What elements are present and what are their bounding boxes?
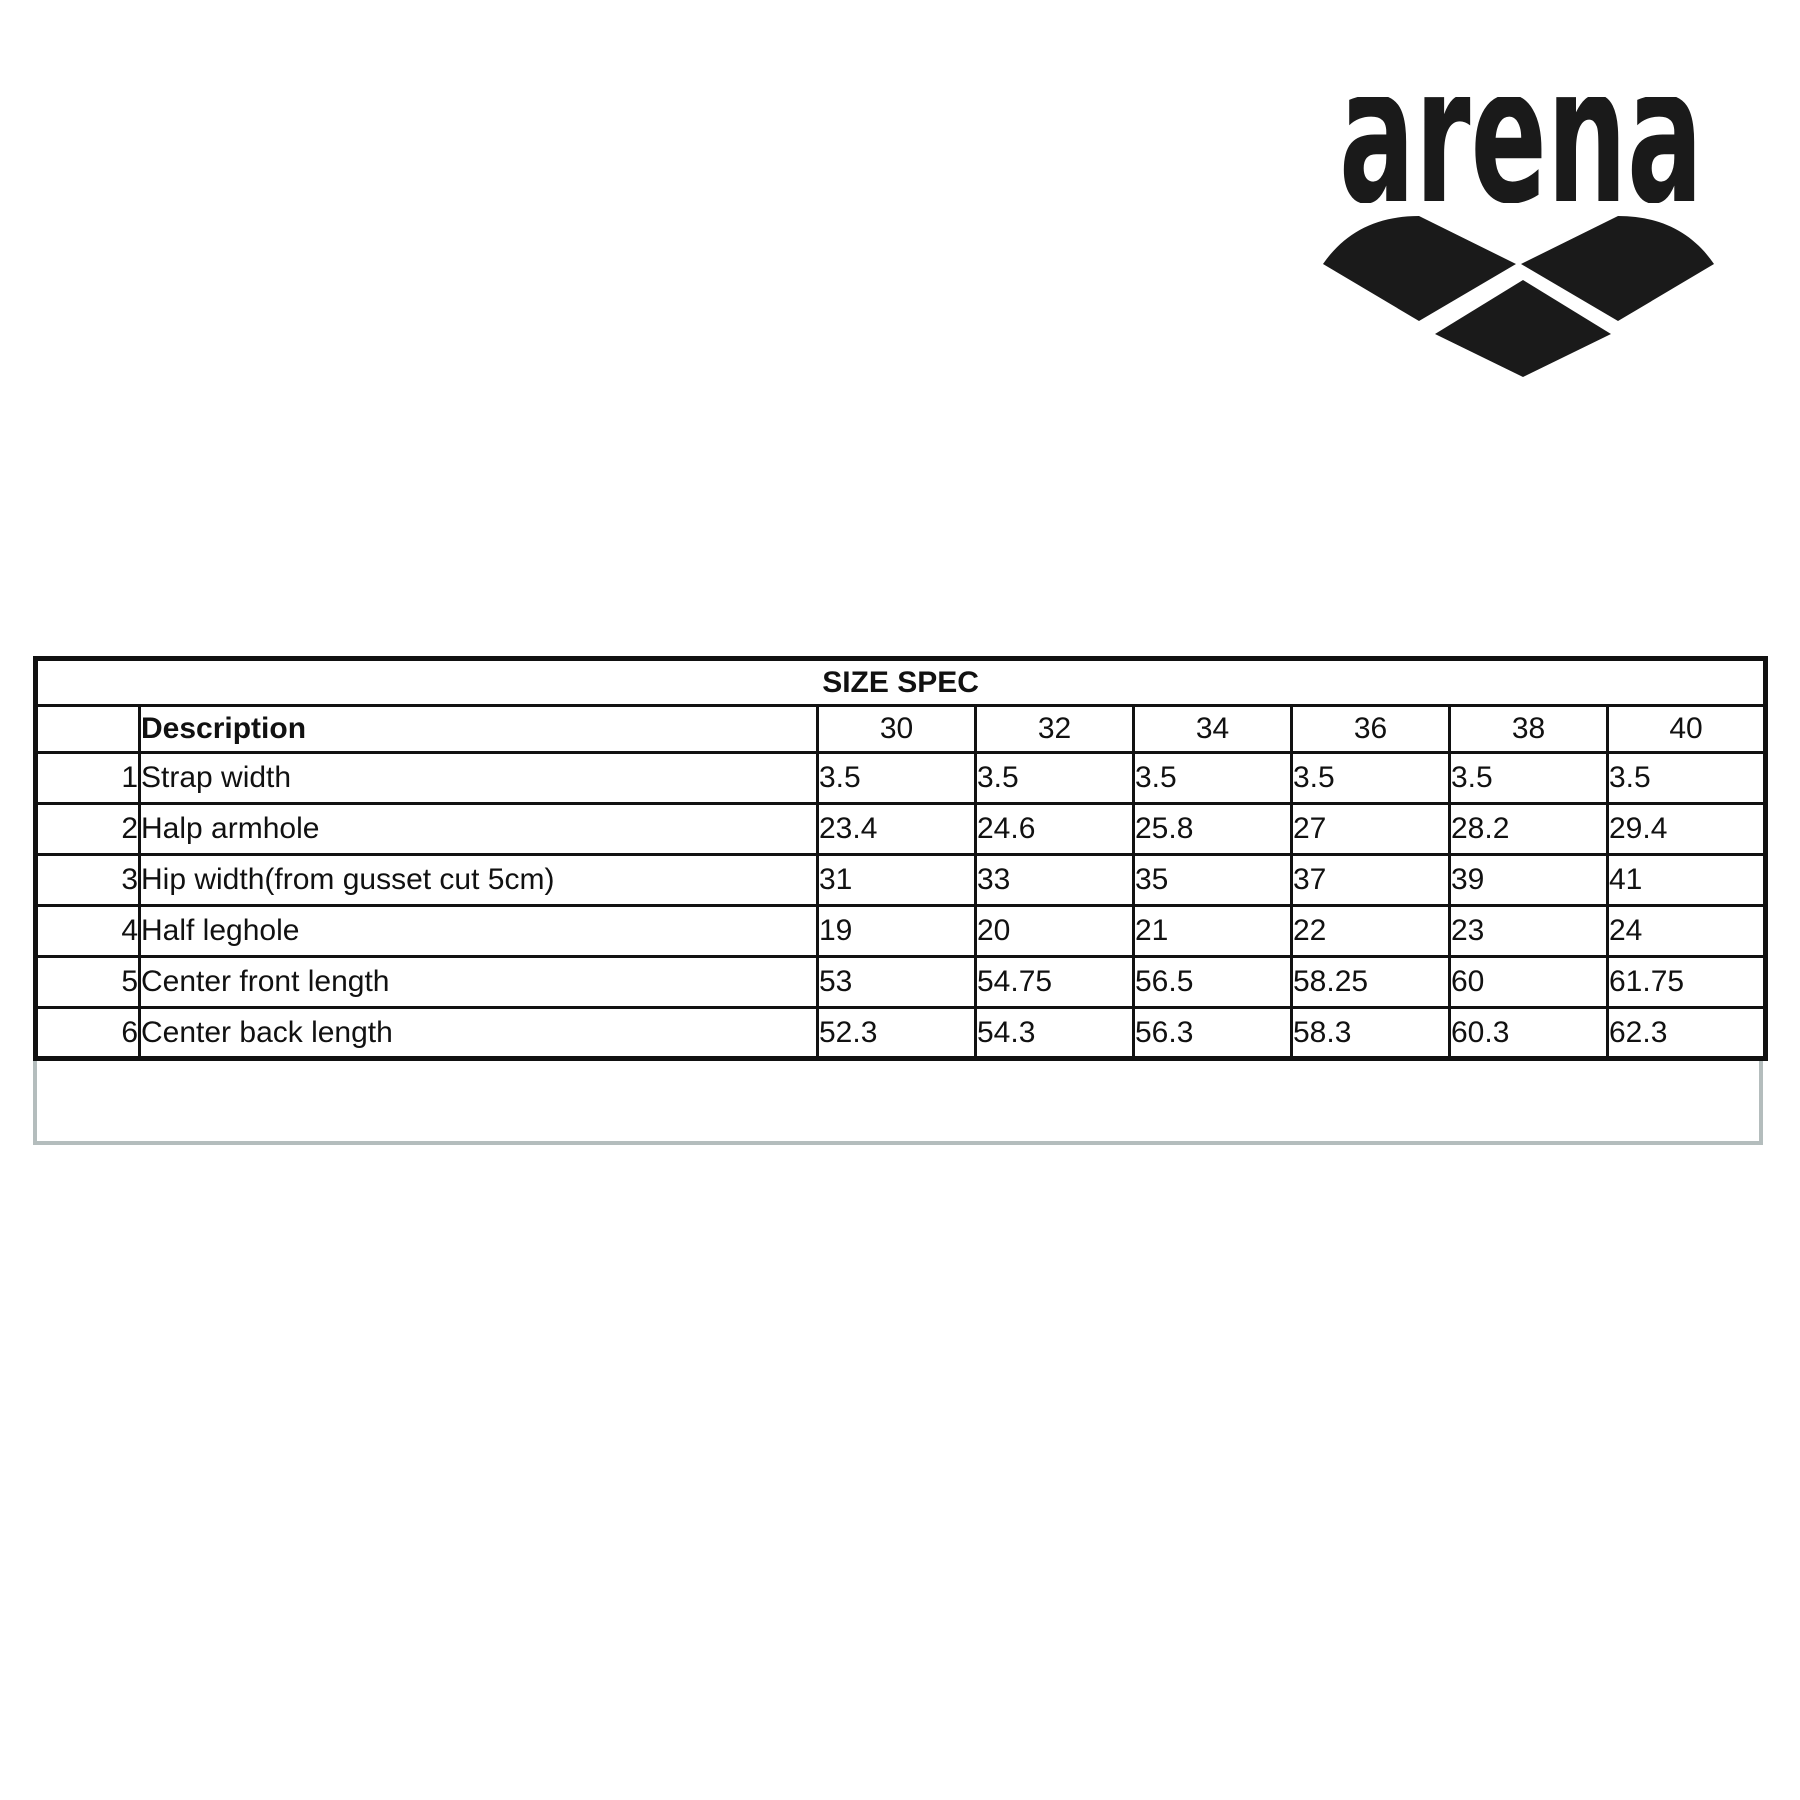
row-value: 60.3 — [1448, 1006, 1609, 1060]
row-value: 27 — [1290, 802, 1451, 856]
table-title-row: SIZE SPEC — [33, 657, 1768, 707]
table-row: 2 Halp armhole 23.4 24.6 25.8 27 28.2 29… — [34, 802, 1768, 856]
header-description: Description — [138, 704, 819, 754]
row-value: 56.5 — [1132, 955, 1293, 1009]
row-value: 33 — [974, 853, 1135, 907]
row-description: Strap width — [138, 751, 819, 805]
row-value: 23.4 — [816, 802, 977, 856]
row-value: 58.25 — [1290, 955, 1451, 1009]
row-number: 1 — [34, 751, 141, 805]
row-value: 3.5 — [1132, 751, 1293, 805]
row-value: 19 — [816, 904, 977, 958]
row-number: 2 — [34, 802, 141, 856]
arena-diamond-mark-icon — [1323, 216, 1714, 377]
arena-logo-wordmark: arena — [1339, 97, 1703, 203]
row-value: 3.5 — [974, 751, 1135, 805]
row-value: 24.6 — [974, 802, 1135, 856]
row-value: 3.5 — [1448, 751, 1609, 805]
table-row: 1 Strap width 3.5 3.5 3.5 3.5 3.5 3.5 — [34, 751, 1768, 805]
table-header-row: Description 30 32 34 36 38 40 — [34, 704, 1768, 754]
row-value: 54.75 — [974, 955, 1135, 1009]
center-diamond-icon — [1435, 280, 1611, 377]
row-value: 24 — [1605, 904, 1768, 958]
row-number: 3 — [34, 853, 141, 907]
row-value: 60 — [1448, 955, 1609, 1009]
arena-brand-text: arena — [1339, 97, 1703, 203]
header-size-30: 30 — [816, 704, 977, 754]
table-title: SIZE SPEC — [33, 657, 1768, 707]
row-value: 41 — [1605, 853, 1768, 907]
row-value: 35 — [1132, 853, 1293, 907]
row-value: 23 — [1448, 904, 1609, 958]
header-size-36: 36 — [1290, 704, 1451, 754]
row-number: 6 — [34, 1006, 141, 1060]
row-value: 58.3 — [1290, 1006, 1451, 1060]
header-size-38: 38 — [1448, 704, 1609, 754]
row-value: 31 — [816, 853, 977, 907]
table-row: 3 Hip width(from gusset cut 5cm) 31 33 3… — [34, 853, 1768, 907]
size-spec-table: SIZE SPEC Description 30 32 34 36 38 40 … — [33, 656, 1769, 1061]
row-value: 3.5 — [1605, 751, 1768, 805]
row-value: 22 — [1290, 904, 1451, 958]
row-value: 25.8 — [1132, 802, 1293, 856]
row-value: 39 — [1448, 853, 1609, 907]
row-description: Half leghole — [138, 904, 819, 958]
row-value: 21 — [1132, 904, 1293, 958]
row-value: 56.3 — [1132, 1006, 1293, 1060]
size-spec-table-wrap: SIZE SPEC Description 30 32 34 36 38 40 … — [33, 656, 1769, 1145]
empty-extension-box — [33, 1061, 1763, 1145]
row-description: Center front length — [138, 955, 819, 1009]
row-value: 37 — [1290, 853, 1451, 907]
row-value: 53 — [816, 955, 977, 1009]
table-row: 6 Center back length 52.3 54.3 56.3 58.3… — [34, 1006, 1768, 1060]
table-row: 4 Half leghole 19 20 21 22 23 24 — [34, 904, 1768, 958]
table-row: 5 Center front length 53 54.75 56.5 58.2… — [34, 955, 1768, 1009]
row-value: 28.2 — [1448, 802, 1609, 856]
row-value: 52.3 — [816, 1006, 977, 1060]
right-diamond-icon — [1521, 216, 1714, 321]
row-value: 20 — [974, 904, 1135, 958]
row-value: 29.4 — [1605, 802, 1768, 856]
row-description: Halp armhole — [138, 802, 819, 856]
row-value: 54.3 — [974, 1006, 1135, 1060]
header-empty-cell — [34, 704, 141, 754]
header-size-32: 32 — [974, 704, 1135, 754]
row-value: 3.5 — [1290, 751, 1451, 805]
left-diamond-icon — [1323, 216, 1516, 321]
row-description: Hip width(from gusset cut 5cm) — [138, 853, 819, 907]
row-number: 4 — [34, 904, 141, 958]
row-number: 5 — [34, 955, 141, 1009]
row-value: 62.3 — [1605, 1006, 1768, 1060]
header-size-40: 40 — [1605, 704, 1768, 754]
row-value: 3.5 — [816, 751, 977, 805]
row-description: Center back length — [138, 1006, 819, 1060]
header-size-34: 34 — [1132, 704, 1293, 754]
row-value: 61.75 — [1605, 955, 1768, 1009]
